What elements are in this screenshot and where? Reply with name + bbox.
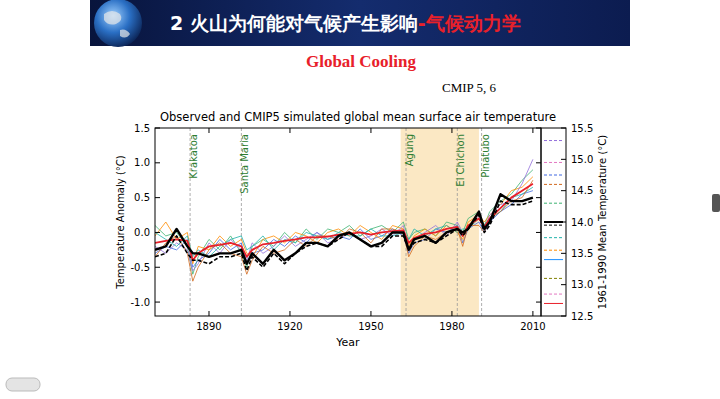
series-lines <box>155 159 533 281</box>
y2-tick <box>561 190 566 191</box>
x-tick-label: 1950 <box>358 321 383 332</box>
y-tick <box>536 302 541 303</box>
banner <box>90 0 630 46</box>
slide-title: 2 火山为何能对气候产生影响-气候动力学 <box>170 12 521 34</box>
y2-tick-label: 15.0 <box>571 154 593 165</box>
y2-tick <box>561 253 566 254</box>
y-tick <box>536 267 541 268</box>
volcano-label: Krakatoa <box>188 134 199 179</box>
series-line <box>155 201 533 271</box>
x-tick <box>532 128 533 133</box>
x-tick <box>208 311 209 316</box>
y-tick <box>155 128 160 129</box>
y-tick <box>155 197 160 198</box>
y-tick <box>155 267 160 268</box>
y-tick <box>536 128 541 129</box>
climatology-mark <box>544 175 563 176</box>
y-tick-label: -0.5 <box>130 262 150 273</box>
y2-tick-label: 13.5 <box>571 248 593 259</box>
y2-tick <box>561 128 566 129</box>
x-tick-label: 1920 <box>277 321 302 332</box>
side-tab <box>712 194 720 212</box>
climatology-mark <box>544 162 563 163</box>
series-line <box>155 177 533 264</box>
y-tick <box>155 162 160 163</box>
y2-tick-label: 13.0 <box>571 279 593 290</box>
x-tick-label: 1890 <box>196 321 221 332</box>
y-tick <box>536 232 541 233</box>
climatology-mark <box>544 184 563 185</box>
y2-tick-label: 12.5 <box>571 311 593 322</box>
climatology-mark <box>544 278 563 279</box>
y-tick <box>536 197 541 198</box>
y-axis-label: Temperature Anomaly (°C) <box>115 155 126 289</box>
note: CMIP 5, 6 <box>442 80 497 95</box>
volcano-label: El Chichon <box>455 134 466 187</box>
x-tick <box>532 311 533 316</box>
y2-tick <box>561 159 566 160</box>
y-tick-label: 1.5 <box>134 123 150 134</box>
y2-tick-label: 14.5 <box>571 185 593 196</box>
climatology-mark <box>544 221 563 223</box>
slide-title-main: 2 火山为何能对气候产生影响 <box>170 12 418 34</box>
x-axis-label: Year <box>335 336 360 349</box>
series-line <box>155 184 533 261</box>
climatology-mark <box>544 250 563 251</box>
climatology-mark <box>544 225 563 226</box>
toolbar-icon <box>6 378 40 391</box>
slide: 2 火山为何能对气候产生影响-气候动力学Global CoolingCMIP 5… <box>0 0 720 399</box>
climatology-mark <box>544 203 563 204</box>
x-tick <box>451 311 452 316</box>
climatology-mark <box>544 140 563 141</box>
x-tick-label: 1980 <box>439 321 464 332</box>
y-tick <box>155 302 160 303</box>
volcano-label: Agung <box>404 134 415 166</box>
y-tick-label: 1.0 <box>134 157 150 168</box>
globe-clouds <box>104 11 130 38</box>
annotation-lines <box>190 128 482 316</box>
y-tick <box>155 232 160 233</box>
x-tick <box>289 311 290 316</box>
heading: Global Cooling <box>306 52 417 71</box>
climatology-mark <box>544 237 563 238</box>
volcano-label: Santa Maria <box>239 134 250 194</box>
y2-tick-label: 14.0 <box>571 217 593 228</box>
x-tick <box>370 128 371 133</box>
x-tick <box>451 128 452 133</box>
volcano-label: Pinatubo <box>480 134 491 178</box>
chart-title: Observed and CMIP5 simulated global mean… <box>160 110 556 124</box>
series-line <box>155 180 533 281</box>
climatology-mark <box>544 259 563 260</box>
right-frame <box>541 128 566 316</box>
series-line <box>155 194 533 264</box>
y2-tick <box>561 284 566 285</box>
y-tick-label: 0.5 <box>134 192 150 203</box>
x-tick <box>208 128 209 133</box>
y2-axis-label: 1961-1990 Mean Temperature (°C) <box>597 135 608 310</box>
y2-tick-label: 15.5 <box>571 123 593 134</box>
series-line <box>155 170 533 274</box>
y2-tick <box>561 316 566 317</box>
series-line <box>155 191 533 268</box>
climatology-mark <box>544 303 563 304</box>
climatology-mark <box>544 294 563 295</box>
y-tick <box>536 162 541 163</box>
series-line <box>155 159 533 270</box>
y-tick-label: 0.0 <box>134 227 150 238</box>
x-tick <box>370 311 371 316</box>
y2-tick <box>561 222 566 223</box>
x-tick-label: 2010 <box>520 321 545 332</box>
plot-frame <box>155 128 541 316</box>
globe <box>94 0 142 47</box>
x-tick <box>289 128 290 133</box>
y-tick-label: -1.0 <box>130 297 150 308</box>
slide-title-highlight: -气候动力学 <box>418 12 521 34</box>
